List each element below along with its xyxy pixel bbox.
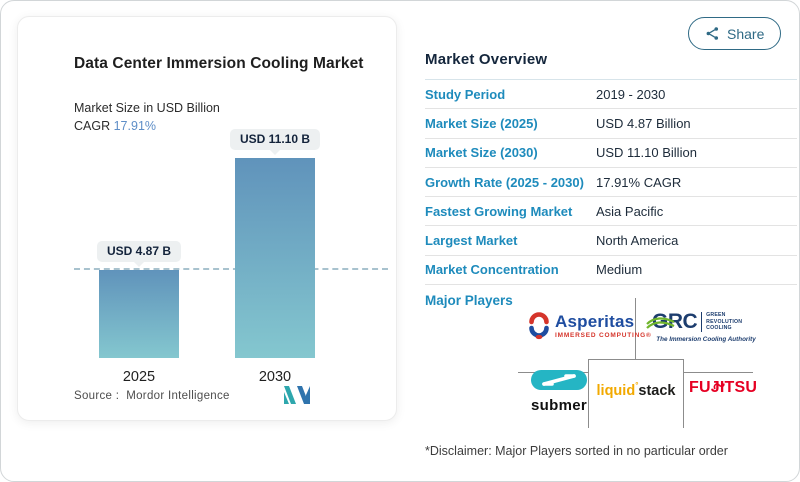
asperitas-tagline: IMMERSED COMPUTING® [555,332,652,339]
liquidstack-box [588,359,684,428]
row-label: Growth Rate (2025 - 2030) [425,174,584,190]
major-players-label: Major Players [425,293,513,308]
row-label: Largest Market [425,233,518,249]
chart-subtitle: Market Size in USD Billion [74,101,220,115]
submer-mark-icon [530,370,588,395]
asperitas-logo: Asperitas IMMERSED COMPUTING® [528,312,652,340]
market-overview-table: Study Period 2019 - 2030 Market Size (20… [425,79,797,286]
row-value: 17.91% CAGR [596,174,682,190]
grc-logo: GRC GREEN REVOLUTION COOLING The Immersi… [646,310,760,343]
fujitsu-name: FUJITSU [689,379,758,396]
liquidstack-stack: stack [638,382,676,399]
grc-tagline: The Immersion Cooling Authority [656,336,756,343]
share-button[interactable]: Share [688,17,782,50]
row-label: Market Concentration [425,262,559,278]
row-value: Medium [596,262,643,278]
fujitsu-swirl-icon [712,378,726,396]
share-icon [705,26,720,41]
table-row-growth-rate: Growth Rate (2025 - 2030) 17.91% CAGR [425,168,797,198]
source-attribution: Source : Mordor Intelligence [74,390,230,402]
grc-subtext-cooling: COOLING [706,325,732,332]
row-label: Market Size (2025) [425,115,538,131]
submer-name: submer [531,397,587,414]
connector-vertical [635,298,636,359]
table-row-market-size-2030: Market Size (2030) USD 11.10 Billion [425,139,797,168]
connector-horizontal-right [684,372,753,373]
asperitas-name: Asperitas [555,312,635,331]
bar-chart-plot: USD 4.87 B USD 11.10 B [74,112,388,358]
major-players-disclaimer: *Disclaimer: Major Players sorted in no … [425,444,728,458]
source-name: Mordor Intelligence [126,390,230,402]
grc-name: GRC [652,310,698,333]
bar-value-callout-2030: USD 11.10 B [229,129,321,150]
table-row-fastest-growing-market: Fastest Growing Market Asia Pacific [425,197,797,227]
row-value: 2019 - 2030 [596,86,666,102]
grc-swoosh-icon [646,315,676,336]
row-label: Fastest Growing Market [425,203,573,219]
table-row-market-concentration: Market Concentration Medium [425,256,797,286]
bar-value-callout-2025: USD 4.87 B [96,241,182,262]
row-label: Study Period [425,86,506,102]
row-label: Market Size (2030) [425,145,538,161]
row-value: North America [596,233,679,249]
share-label: Share [727,25,765,42]
source-prefix: Source : [74,390,120,402]
table-row-largest-market: Largest Market North America [425,226,797,256]
liquidstack-liquid: liquid [596,382,636,399]
grc-subtext-revolution: REVOLUTION [706,318,743,325]
liquidstack-logo: liquid°stack [588,359,684,421]
row-value: USD 11.10 Billion [596,145,697,161]
reference-dashline [74,268,388,270]
grc-subtext-green: GREEN [706,312,726,319]
table-row-market-size-2025: Market Size (2025) USD 4.87 Billion [425,109,797,139]
x-axis-label-2025: 2025 [122,369,156,385]
asperitas-mark-icon [528,312,550,340]
chart-card: Data Center Immersion Cooling Market Mar… [17,16,397,421]
submer-logo: submer [528,369,590,414]
mordor-intelligence-logo-icon [284,386,310,409]
market-overview-heading: Market Overview [425,51,548,68]
cagr-value: 17.91% [113,119,157,133]
x-axis-label-2030: 2030 [258,369,292,385]
bar-2025 [99,270,179,358]
chart-cagr: CAGR 17.91% [74,119,156,133]
bar-2030 [235,158,315,358]
chart-title: Data Center Immersion Cooling Market [74,55,364,72]
cagr-label: CAGR [74,119,111,133]
table-row-study-period: Study Period 2019 - 2030 [425,80,797,110]
row-value: USD 4.87 Billion [596,115,691,131]
row-value: Asia Pacific [596,203,664,219]
fujitsu-logo: FUJITSU [689,378,758,397]
liquidstack-degree: ° [635,380,639,390]
